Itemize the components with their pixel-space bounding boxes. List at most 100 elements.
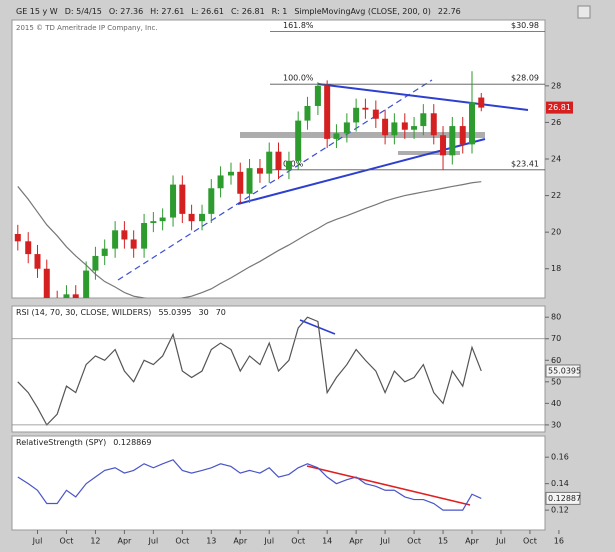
series-line [17,459,482,511]
trend-line [317,83,529,111]
candle-body [449,126,456,156]
rs-panel [11,435,546,531]
x-tick-label: Oct [175,537,189,546]
candle-body [372,109,379,119]
y-tick-label: 28 [551,81,561,90]
candle-body [130,239,137,249]
price-marker [546,101,573,114]
candle-body [382,118,389,136]
candle-body [459,126,466,145]
candle-body [227,171,234,176]
plot-area [17,459,482,511]
window-button[interactable] [577,5,591,19]
value-marker-label: 55.0395 [548,366,581,375]
candle-body [170,184,177,218]
header-level: 70 [216,308,226,317]
candle-body [478,97,485,108]
candle-body [285,160,292,170]
header-item: O: 27.36 [109,7,143,16]
candle-body [324,85,331,139]
x-tick-label: 15 [438,537,448,546]
candle-body [63,294,70,298]
x-tick-label: 12 [90,537,100,546]
candle-body [199,213,206,222]
candle-body [92,255,99,271]
header-level: 30 [199,308,209,317]
x-tick-label: Oct [407,537,421,546]
value-marker [545,491,581,505]
candle-body [150,221,157,224]
candle-body [256,168,263,174]
price-marker-label: 26.81 [548,103,571,112]
candle-body [43,268,50,298]
candle-body [304,105,311,121]
candle-body [440,135,447,156]
fib-price-label: $23.41 [511,159,539,168]
fib-price-label: $30.98 [511,21,539,30]
study-value: 22.76 [438,7,461,16]
candle-body [159,217,166,222]
y-tick-label: 40 [551,399,561,408]
candle-body [101,248,108,256]
y-tick-label: 18 [551,264,561,273]
candle-body [333,133,340,139]
candle-body [295,120,302,161]
y-tick-label: 50 [551,377,561,386]
candle-body [401,122,408,130]
rsi-trend-line [299,319,336,335]
header-item: C: 26.81 [231,7,265,16]
fib-price-label: $28.09 [511,74,539,83]
y-tick-label: 0.16 [551,453,569,462]
candle-body [217,175,224,189]
candle-body [411,126,418,130]
x-tick-label: Apr [117,537,132,546]
y-tick-label: 70 [551,334,561,343]
panel-header: RSI (14, 70, 30, CLOSE, WILDERS) 55.0395 3… [16,308,226,317]
y-tick-label: 24 [551,155,561,164]
header-value: 55.0395 [158,308,191,317]
candle-body [83,270,90,298]
rs-trend-line [306,465,471,506]
candle-body [275,151,282,170]
x-tick-label: Apr [349,537,364,546]
fib-label: 0.0% [283,159,304,168]
x-tick-label: Jul [263,537,274,546]
candle-body [14,233,21,242]
candle-body [72,294,79,298]
y-tick-label: 20 [551,228,561,237]
x-tick-label: Jul [32,537,43,546]
y-tick-label: 22 [551,191,561,200]
x-tick-label: Apr [233,537,248,546]
y-tick-label: 0.12 [551,506,569,515]
y-tick-label: 80 [551,313,561,322]
candle-body [179,184,186,214]
candle-body [353,107,360,123]
plot-area: 161.8% $30.98 100.0% $28.09 0.0% $23.41 [14,21,545,298]
value-marker [545,364,581,378]
candle-body [314,85,321,106]
x-tick-label: 14 [322,537,332,546]
y-tick-label: 0.14 [551,479,569,488]
x-tick-label: 13 [206,537,216,546]
fib-label: 100.0% [283,74,314,83]
x-tick-label: Oct [291,537,305,546]
x-tick-label: Jul [495,537,506,546]
copyright: 2015 © TD Ameritrade IP Company, Inc. [16,24,158,32]
header-item: GE 15 y W [16,7,58,16]
x-tick-label: 16 [554,537,564,546]
series-line [17,316,482,426]
candle-body [237,171,244,194]
candle-body [343,122,350,134]
candle-body [208,188,215,214]
x-tick-label: Oct [60,537,74,546]
x-tick-label: Oct [523,537,537,546]
panel-title: RSI (14, 70, 30, CLOSE, WILDERS) [16,308,151,317]
header-item: R: 1 [272,7,288,16]
y-tick-label: 26 [551,118,561,127]
candle-body [420,113,427,127]
plot-area [17,316,482,426]
y-tick-label: 60 [551,356,561,365]
candle-body [141,223,148,249]
